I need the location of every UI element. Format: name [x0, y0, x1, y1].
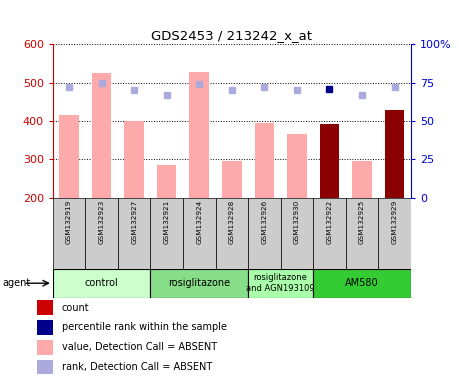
Text: percentile rank within the sample: percentile rank within the sample: [62, 322, 227, 332]
Bar: [378, 198, 411, 269]
Bar: [53, 269, 151, 298]
Bar: [222, 161, 241, 198]
Bar: [280, 198, 313, 269]
Text: value, Detection Call = ABSENT: value, Detection Call = ABSENT: [62, 342, 217, 352]
Text: rosiglitazone: rosiglitazone: [168, 278, 230, 288]
Bar: [37, 320, 53, 335]
Bar: [37, 340, 53, 354]
Text: GSM132922: GSM132922: [326, 200, 332, 244]
Bar: [124, 121, 144, 198]
Text: rank, Detection Call = ABSENT: rank, Detection Call = ABSENT: [62, 362, 212, 372]
Bar: [37, 359, 53, 374]
Text: control: control: [85, 278, 118, 288]
Text: GSM132929: GSM132929: [392, 200, 397, 244]
Bar: [183, 198, 216, 269]
Bar: [313, 198, 346, 269]
Text: agent: agent: [2, 278, 31, 288]
Text: AM580: AM580: [345, 278, 379, 288]
Text: GSM132926: GSM132926: [261, 200, 267, 244]
Text: GSM132924: GSM132924: [196, 200, 202, 244]
Bar: [248, 269, 313, 298]
Bar: [255, 123, 274, 198]
Bar: [157, 165, 176, 198]
Text: GSM132928: GSM132928: [229, 200, 235, 244]
Text: GSM132930: GSM132930: [294, 200, 300, 244]
Bar: [53, 198, 85, 269]
Text: GSM132919: GSM132919: [66, 200, 72, 244]
Text: GSM132923: GSM132923: [99, 200, 105, 244]
Bar: [85, 198, 118, 269]
Bar: [287, 134, 307, 198]
Text: GSM132921: GSM132921: [164, 200, 170, 244]
Text: rosiglitazone
and AGN193109: rosiglitazone and AGN193109: [246, 273, 315, 293]
Bar: [216, 198, 248, 269]
Text: GSM132927: GSM132927: [131, 200, 137, 244]
Bar: [151, 269, 248, 298]
Bar: [352, 161, 372, 198]
Bar: [346, 198, 378, 269]
Title: GDS2453 / 213242_x_at: GDS2453 / 213242_x_at: [151, 28, 312, 41]
Bar: [92, 73, 112, 198]
Text: GSM132925: GSM132925: [359, 200, 365, 244]
Bar: [190, 72, 209, 198]
Bar: [118, 198, 151, 269]
Bar: [151, 198, 183, 269]
Bar: [385, 110, 404, 198]
Bar: [313, 269, 411, 298]
Bar: [59, 115, 79, 198]
Bar: [37, 300, 53, 315]
Bar: [319, 124, 339, 198]
Text: count: count: [62, 303, 90, 313]
Bar: [248, 198, 280, 269]
